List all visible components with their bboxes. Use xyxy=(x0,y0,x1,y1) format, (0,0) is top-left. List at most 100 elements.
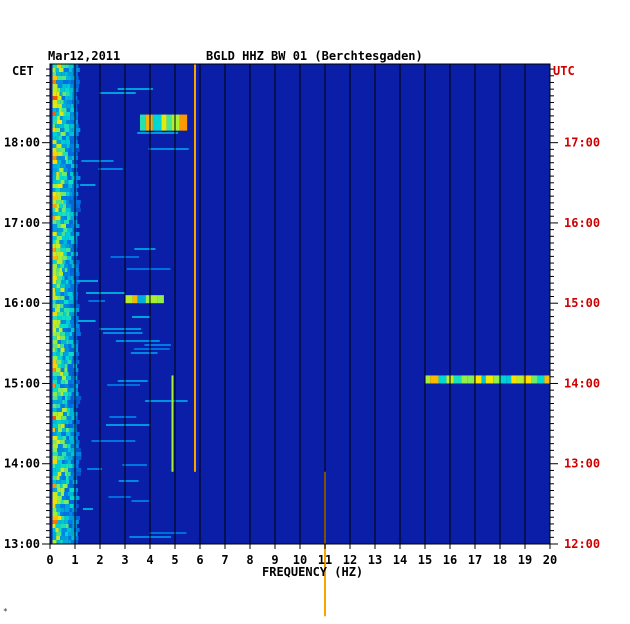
spectrogram-cell xyxy=(75,192,79,196)
spectrogram-cell xyxy=(60,384,65,388)
spectrogram-cell xyxy=(61,72,65,76)
spectrogram-cell xyxy=(63,308,70,312)
spectrogram-cell xyxy=(62,356,66,360)
spectrogram-cell xyxy=(52,400,58,404)
spectrogram-cell xyxy=(62,268,65,272)
spectrogram-cell xyxy=(56,476,60,480)
spectrogram-cell xyxy=(55,524,61,528)
spectrogram-cell xyxy=(60,480,66,484)
spectrogram-cell xyxy=(56,276,63,280)
spectrogram-cell xyxy=(70,116,75,120)
spectrogram-cell xyxy=(75,540,79,544)
spectrogram-cell xyxy=(52,104,58,108)
spectrogram-burst-cell xyxy=(523,375,532,384)
spectrogram-cell xyxy=(66,452,71,456)
spectrogram-cell xyxy=(66,252,71,256)
spectrogram-burst-cell xyxy=(171,114,180,131)
spectrogram-cell xyxy=(57,320,61,324)
spectrogram-cell xyxy=(57,460,63,464)
spectrogram-cell xyxy=(52,168,57,172)
spectrogram-cell xyxy=(52,96,58,100)
spectrogram-cell xyxy=(66,540,69,544)
spectrogram-cell xyxy=(73,300,78,304)
spectrogram-cell xyxy=(57,132,61,136)
spectrogram-cell xyxy=(126,268,171,270)
spectrogram-cell xyxy=(57,500,61,504)
x-tick-label: 7 xyxy=(221,553,228,567)
spectrogram-cell xyxy=(75,432,80,436)
spectrogram-cell xyxy=(52,244,56,248)
spectrogram-cell xyxy=(52,260,57,264)
spectrogram-cell xyxy=(63,124,70,128)
spectrogram-cell xyxy=(66,408,71,412)
spectrogram-cell xyxy=(74,328,80,332)
spectrogram-cell xyxy=(52,84,58,88)
spectrogram-cell xyxy=(60,372,64,376)
spectrogram-cell xyxy=(67,368,71,372)
spectrogram-cell xyxy=(63,252,67,256)
spectrogram-cell xyxy=(68,512,73,516)
spectrogram-cell xyxy=(52,316,58,320)
spectrogram-cell xyxy=(57,264,61,268)
spectrogram-cell xyxy=(71,120,75,124)
spectrogram-cell xyxy=(65,476,69,480)
spectrogram-cell xyxy=(82,508,93,510)
spectrogram-cell xyxy=(65,188,71,192)
spectrogram-cell xyxy=(69,496,75,500)
spectrogram-cell xyxy=(55,240,60,244)
spectrogram-cell xyxy=(56,432,62,436)
spectrogram-cell xyxy=(74,164,78,168)
spectrogram-cell xyxy=(52,492,58,496)
spectrogram-cell xyxy=(59,92,63,96)
spectrogram-cell xyxy=(80,184,96,186)
spectrogram-cell xyxy=(69,488,75,492)
spectrogram-cell xyxy=(70,112,74,116)
x-axis-label: FREQUENCY (HZ) xyxy=(262,565,363,579)
spectrogram-cell xyxy=(70,104,74,108)
spectrogram-cell xyxy=(56,280,62,284)
spectrogram-cell xyxy=(68,236,75,240)
spectrogram-cell xyxy=(66,172,71,176)
x-tick-label: 9 xyxy=(271,553,278,567)
spectrogram-cell xyxy=(56,64,62,68)
spectrogram-cell xyxy=(52,112,57,116)
spectrogram-cell xyxy=(70,328,75,332)
spectrogram-cell xyxy=(61,280,66,284)
spectrogram-cell xyxy=(52,208,56,212)
spectrogram-cell xyxy=(67,456,73,460)
spectrogram-cell xyxy=(65,160,69,164)
spectrogram-cell xyxy=(77,320,96,322)
spectrogram-cell xyxy=(74,248,78,252)
spectrogram-cell xyxy=(73,384,79,388)
spectrogram-cell xyxy=(52,180,57,184)
spectrogram-cell xyxy=(72,68,77,72)
x-tick-label: 0 xyxy=(46,553,53,567)
spectrogram-cell xyxy=(61,108,67,112)
right-axis-label: UTC xyxy=(553,64,575,78)
spectrogram-cell xyxy=(75,332,81,336)
spectrogram-cell xyxy=(52,364,58,368)
spectrogram-cell xyxy=(52,396,58,400)
spectrogram-cell xyxy=(69,260,73,264)
spectrogram-cell xyxy=(52,196,58,200)
spectrogram-cell xyxy=(61,528,67,532)
spectrogram-cell xyxy=(56,168,60,172)
spectrogram-cell xyxy=(56,304,61,308)
spectrogram-cell xyxy=(74,412,78,416)
spectrogram-burst-cell xyxy=(467,375,475,384)
spectrogram-cell xyxy=(72,88,79,92)
spectrogram-cell xyxy=(137,132,179,134)
spectrogram-burst-cell xyxy=(166,114,172,131)
spectrogram-cell xyxy=(65,332,70,336)
spectrogram-cell xyxy=(59,268,63,272)
spectrogram-cell xyxy=(56,192,61,196)
spectrogram-cell xyxy=(61,212,67,216)
spectrogram-cell xyxy=(60,456,65,460)
spectrogram-cell xyxy=(56,336,61,340)
spectrogram-cell xyxy=(74,440,80,444)
spectrogram-cell xyxy=(64,288,69,292)
right-tick-label: 15:00 xyxy=(564,296,600,310)
spectrogram-cell xyxy=(74,368,79,372)
spectrogram-cell xyxy=(68,428,72,432)
spectrogram-cell xyxy=(55,216,61,220)
